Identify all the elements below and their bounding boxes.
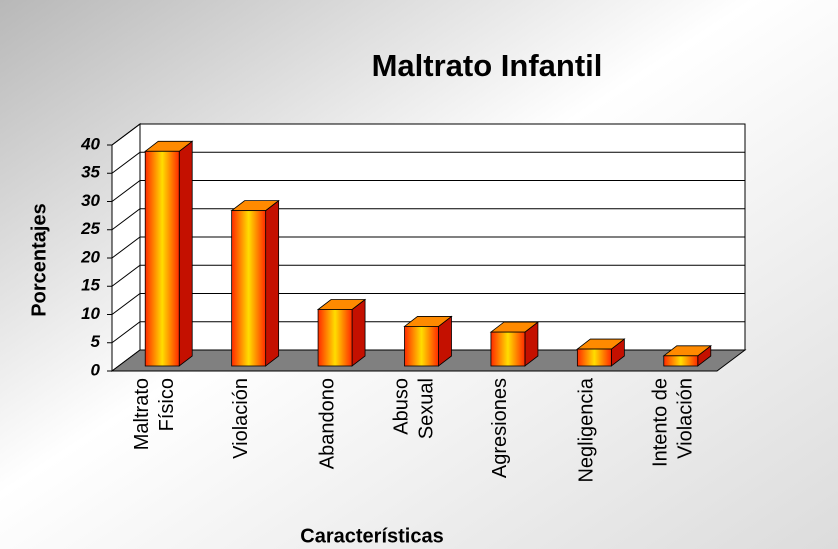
- grid-line: [111, 293, 745, 315]
- grid-line: [111, 236, 745, 259]
- bar: [489, 321, 540, 367]
- y-tick-label: 35: [81, 163, 100, 182]
- x-tick-label: Agresiones: [489, 378, 511, 478]
- bar-front: [231, 210, 267, 367]
- plot-area: 0 5 10 15 20 25 30 35 40 Maltrato Físico Violación A…: [80, 123, 747, 483]
- y-tick-label: 0: [91, 360, 101, 379]
- y-tick-label: 20: [80, 247, 100, 266]
- bar: [576, 338, 626, 367]
- bar: [316, 298, 367, 367]
- grid-line: [111, 151, 745, 174]
- bar: [144, 140, 194, 367]
- y-axis-label: Porcentajes: [28, 203, 50, 316]
- y-tick-label: 30: [81, 191, 100, 210]
- y-tick-label: 10: [81, 304, 100, 323]
- x-tick-label: Sexual: [415, 378, 437, 439]
- x-tick-label: Negligencia: [576, 377, 598, 482]
- grid-line: [111, 123, 745, 146]
- x-tick-label: Maltrato: [131, 378, 153, 450]
- bar-front: [576, 348, 612, 367]
- x-tick-label: Abuso: [390, 378, 412, 435]
- bar-front: [404, 326, 439, 367]
- y-tick-label: 15: [81, 276, 100, 295]
- chart-title: Maltrato Infantil: [372, 48, 603, 83]
- bar: [230, 199, 280, 367]
- bar-side: [265, 199, 280, 367]
- grid-line: [111, 180, 745, 202]
- x-tick-label: Abandono: [316, 378, 338, 469]
- x-tick-label: Intento de: [650, 378, 672, 467]
- bar-front: [663, 355, 699, 367]
- bar-front: [144, 150, 180, 367]
- bar-front: [317, 309, 353, 367]
- y-tick-label: 40: [80, 134, 100, 153]
- x-axis-label: Características: [300, 525, 443, 547]
- bar-side: [351, 298, 366, 367]
- x-tick-label: Violación: [675, 378, 697, 459]
- bar-side: [178, 140, 193, 367]
- x-tick-label: Físico: [156, 378, 178, 431]
- y-tick-label: 25: [80, 219, 100, 238]
- y-tick-label: 5: [91, 332, 101, 351]
- x-tick-label: Violación: [230, 378, 252, 459]
- bar: [662, 345, 712, 367]
- bar: [403, 315, 453, 367]
- grid-line: [111, 208, 745, 231]
- grid-line: [111, 321, 745, 344]
- grid-line: [111, 264, 745, 287]
- bar-front: [490, 331, 526, 367]
